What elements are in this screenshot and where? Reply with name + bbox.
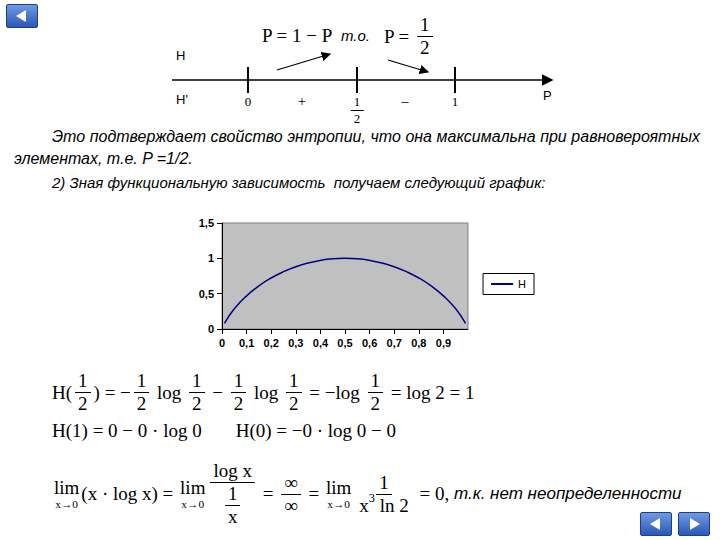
svg-text:0,7: 0,7 [387,337,402,349]
html-text:2: 2 [192,393,202,414]
html-text:2: 2 [78,393,88,414]
svg-text:0,5: 0,5 [199,288,214,300]
html-text:H(0) = −0 · log 0 − 0: H(0) = −0 · log 0 − 0 [235,420,397,441]
svg-text:0,5: 0,5 [337,337,352,349]
svg-text:0,2: 0,2 [264,337,279,349]
html-text:H(1) = 0 − 0 · log 0: H(1) = 0 − 0 · log 0 [52,420,202,441]
svg-text:0: 0 [208,323,214,335]
html-text:1: 1 [353,94,361,109]
html-text:x→0: x→0 [327,498,350,511]
html-text:1: 1 [78,370,88,391]
svg-text:0,4: 0,4 [313,337,329,349]
svg-text:H: H [518,278,526,290]
html-text:1: 1 [379,471,389,493]
html-text:1: 1 [227,483,238,504]
svg-text:0,3: 0,3 [288,337,303,349]
html-text:= −log: = −log [304,381,365,403]
html-text:lim: lim [54,477,80,499]
html-text:2: 2 [233,393,244,414]
html-text:1: 1 [451,94,459,109]
html-text:P: P [543,88,552,103]
html-text:(x · log x) =lim: (x · log x) =lim [81,477,206,504]
html-text:2: 2 [420,37,430,58]
html-text:т.о.: т.о. [341,27,370,44]
html-text:x: x [227,506,238,527]
html-text:2: 2 [370,393,381,414]
html-text:2: 2 [289,393,299,414]
html-text:= log 2 = 1: = log 2 = 1 [386,381,475,403]
html-text:1: 1 [192,370,202,391]
html-text:H: H [176,48,186,63]
html-text:log: log [152,381,187,403]
html-text:0: 0 [244,94,252,109]
svg-text:0,1: 0,1 [239,337,254,349]
svg-text:0,8: 0,8 [411,337,426,349]
html-text:Это подтверждает свойство энтр: Это подтверждает свойство энтропии, что … [14,128,700,167]
html-text:x→0: x→0 [55,498,79,511]
html-text:2: 2 [136,393,147,414]
html-text:H(: H( [52,381,73,403]
html-text:H': H' [176,92,188,107]
html-text:x3ln 2: x3ln 2 [359,491,409,516]
svg-text:1: 1 [208,252,214,264]
html-text:P =: P = [384,25,415,47]
html-text:1: 1 [136,370,147,391]
html-text:log: log [249,381,284,403]
html-text:x→0: x→0 [181,498,205,511]
html-text:P = 1 − P: P = 1 − P [262,25,333,46]
html-text:1: 1 [370,370,381,391]
svg-text:1,5: 1,5 [199,217,214,229]
html-text:2: 2 [353,111,361,126]
html-text:2) Зная функциональную зависим: 2) Зная функциональную зависимость получ… [52,174,546,191]
html-text:1: 1 [233,370,244,391]
svg-text:0: 0 [219,337,225,349]
svg-text:0,6: 0,6 [362,337,377,349]
html-text:= 0, т.к. нет неопределенности: = 0, т.к. нет неопределенности [414,483,682,504]
html-text:1: 1 [289,370,299,391]
html-text:1: 1 [420,14,430,35]
svg-text:0,9: 0,9 [436,337,451,349]
html-text:log x: log x [213,460,252,481]
html-text:=lim: =lim [303,477,352,504]
